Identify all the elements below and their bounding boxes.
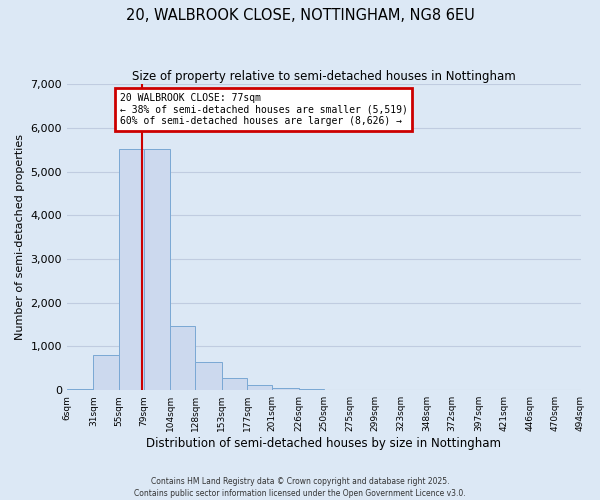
Bar <box>247 384 272 390</box>
Bar <box>144 149 170 390</box>
Y-axis label: Number of semi-detached properties: Number of semi-detached properties <box>15 134 25 340</box>
Bar <box>67 389 94 390</box>
Bar <box>94 355 119 390</box>
Bar <box>196 362 222 390</box>
Bar <box>299 389 324 390</box>
Text: 20, WALBROOK CLOSE, NOTTINGHAM, NG8 6EU: 20, WALBROOK CLOSE, NOTTINGHAM, NG8 6EU <box>125 8 475 22</box>
Title: Size of property relative to semi-detached houses in Nottingham: Size of property relative to semi-detach… <box>132 70 515 83</box>
Text: Contains HM Land Registry data © Crown copyright and database right 2025.
Contai: Contains HM Land Registry data © Crown c… <box>134 476 466 498</box>
X-axis label: Distribution of semi-detached houses by size in Nottingham: Distribution of semi-detached houses by … <box>146 437 501 450</box>
Text: 20 WALBROOK CLOSE: 77sqm
← 38% of semi-detached houses are smaller (5,519)
60% o: 20 WALBROOK CLOSE: 77sqm ← 38% of semi-d… <box>119 93 407 126</box>
Bar <box>222 378 247 390</box>
Bar <box>170 326 196 390</box>
Bar <box>119 149 144 390</box>
Bar <box>272 388 299 390</box>
